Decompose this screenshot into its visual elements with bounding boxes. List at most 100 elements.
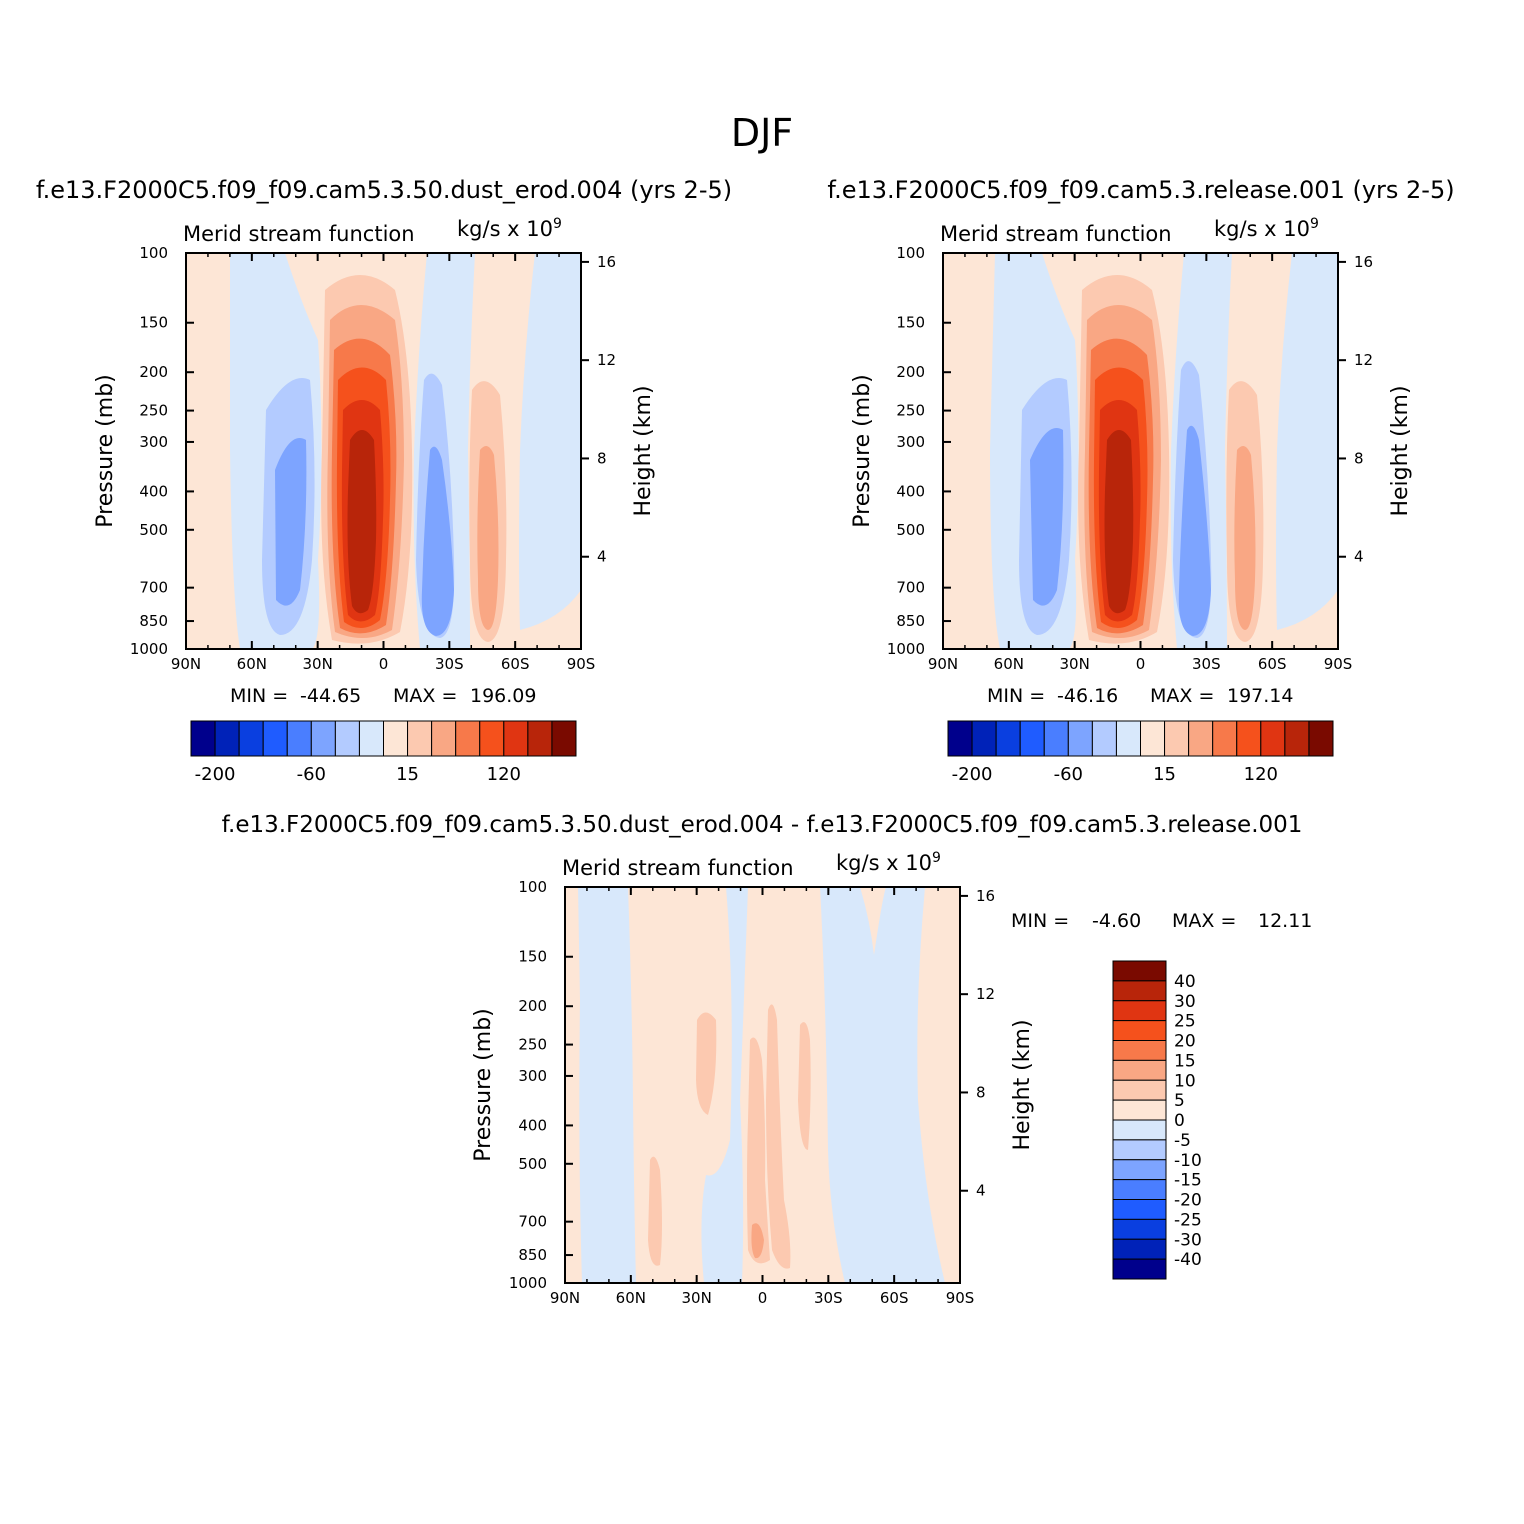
panel-c-contour-pos-d (766, 1004, 791, 1269)
colorbar-label: -60 (297, 764, 326, 785)
colorbar-label: -200 (195, 764, 236, 785)
colorbar-swatch (407, 720, 433, 757)
colorbar-label: 120 (1244, 764, 1278, 785)
colorbar-swatch (503, 720, 529, 757)
colorbar-swatch (1112, 1099, 1167, 1121)
colorbar-swatch (527, 720, 553, 757)
y-tick-label: 300 (896, 433, 925, 451)
y-tick-label: 500 (896, 521, 925, 539)
colorbar-swatch (431, 720, 457, 757)
y-tick-label: 850 (518, 1246, 547, 1264)
x-tick-label: 0 (379, 655, 389, 673)
panel-b-min-value: -46.16 (1057, 685, 1118, 707)
panel-c-contour-neg-eq (701, 887, 748, 1283)
y-tick-label: 200 (518, 997, 547, 1015)
y-tick-label: 700 (139, 579, 168, 597)
y-right-tick-label: 4 (976, 1182, 986, 1200)
colorbar-label: -60 (1054, 764, 1083, 785)
x-tick-label: 90N (928, 655, 958, 673)
colorbar-swatch (455, 720, 481, 757)
panel-a-ylabel-right: Height (km) (631, 385, 656, 516)
colorbar-label: 15 (1174, 1051, 1196, 1071)
colorbar-label: -40 (1174, 1250, 1202, 1270)
colorbar-swatch (1112, 1238, 1167, 1260)
panel-b-max-value: 197.14 (1227, 685, 1293, 707)
colorbar-label: 25 (1174, 1012, 1196, 1032)
panel-c-subtitle-left: Merid stream function (562, 856, 794, 880)
x-tick-label: 90N (171, 655, 201, 673)
panel-b-ylabel-right: Height (km) (1388, 385, 1413, 516)
x-tick-label: 60N (616, 1289, 646, 1307)
colorbar-swatch (1112, 1040, 1167, 1061)
panel-a-contour-neg-nh-3 (275, 438, 307, 606)
panel-b-ticks: 90N 60N 30N 0 30S 60S 90S 100 150 200 250 300 400 500… (887, 244, 1373, 673)
colorbar-swatch (1308, 720, 1334, 757)
panel-b-contour-pos-6 (1104, 430, 1134, 614)
y-tick-label: 500 (518, 1155, 547, 1173)
panel-c-contour-neg-nh (578, 887, 636, 1283)
y-tick-label: 200 (139, 363, 168, 381)
colorbar-swatch (1112, 1119, 1167, 1141)
y-tick-label: 1000 (130, 640, 168, 658)
y-right-tick-label: 8 (597, 449, 607, 467)
x-tick-label: 0 (1136, 655, 1146, 673)
colorbar-swatch (479, 720, 505, 757)
panel-b-min-label: MIN = (987, 685, 1045, 707)
panel-b-ylabel: Pressure (mb) (850, 374, 875, 528)
panel-a-max-label: MAX = (393, 685, 457, 707)
colorbar-swatch (1112, 1218, 1167, 1240)
panel-a-title: f.e13.F2000C5.f09_f09.cam5.3.50.dust_ero… (36, 176, 732, 204)
panel-a-subtitle-right: kg/s x 109 (457, 216, 562, 241)
y-tick-label: 250 (896, 402, 925, 420)
panel-a-ticks: 90N 60N 30N 0 30S 60S 90S 100 150 200 250 300 400 500… (130, 244, 616, 673)
colorbar-swatch (1112, 1199, 1167, 1220)
panel-b-title: f.e13.F2000C5.f09_f09.cam5.3.release.001… (827, 176, 1454, 204)
colorbar-label: -5 (1174, 1131, 1191, 1151)
y-tick-label: 1000 (887, 640, 925, 658)
figure-title: DJF (731, 111, 793, 155)
y-tick-label: 300 (518, 1067, 547, 1085)
panel-a-colorbar: -200 -60 15 120 (190, 720, 577, 785)
panel-c-min-value: -4.60 (1092, 910, 1141, 932)
x-tick-label: 90S (1324, 655, 1353, 673)
x-tick-label: 60N (237, 655, 267, 673)
colorbar-swatch (334, 720, 360, 757)
panel-c-ylabel: Pressure (mb) (471, 1008, 496, 1162)
panel-c-contour-pos-c (747, 1037, 770, 1264)
panel-c-contour-pos-f (751, 1223, 764, 1259)
colorbar-swatch (1043, 720, 1069, 757)
y-tick-label: 850 (896, 612, 925, 630)
colorbar-label: -30 (1174, 1230, 1202, 1250)
colorbar-swatch (1188, 720, 1214, 757)
colorbar-swatch (1236, 720, 1262, 757)
y-right-tick-label: 4 (1354, 548, 1364, 566)
colorbar-swatch (1260, 720, 1286, 757)
panel-a-min-value: -44.65 (300, 685, 361, 707)
colorbar-label: -15 (1174, 1171, 1202, 1191)
x-tick-label: 30N (1060, 655, 1090, 673)
panel-b-contour-neg-nh-3 (1030, 428, 1064, 606)
y-right-tick-label: 12 (1354, 351, 1373, 369)
panel-b-subtitle-right: kg/s x 109 (1214, 216, 1319, 241)
panel-a-subtitle-left: Merid stream function (183, 222, 415, 246)
x-tick-label: 30S (435, 655, 464, 673)
panel-c-ylabel-right: Height (km) (1010, 1019, 1035, 1150)
colorbar-label: 40 (1174, 972, 1196, 992)
x-tick-label: 30S (814, 1289, 843, 1307)
y-tick-label: 150 (896, 314, 925, 332)
panel-a: f.e13.F2000C5.f09_f09.cam5.3.50.dust_ero… (36, 176, 732, 785)
y-tick-label: 100 (896, 244, 925, 262)
panel-b: f.e13.F2000C5.f09_f09.cam5.3.release.001… (827, 176, 1454, 785)
colorbar-label: -20 (1174, 1191, 1202, 1211)
panel-b-contour-pos-sh-2 (1234, 446, 1256, 630)
y-tick-label: 100 (518, 878, 547, 896)
y-tick-label: 700 (518, 1213, 547, 1231)
panel-c-contour-pos-b (648, 1156, 662, 1266)
y-tick-label: 700 (896, 579, 925, 597)
colorbar-swatch (1112, 960, 1167, 982)
panel-c-max-label: MAX = (1172, 910, 1236, 932)
colorbar-swatch (947, 720, 973, 757)
panel-a-min-label: MIN = (230, 685, 288, 707)
panel-b-contour-neg-sh-3 (1178, 425, 1211, 636)
